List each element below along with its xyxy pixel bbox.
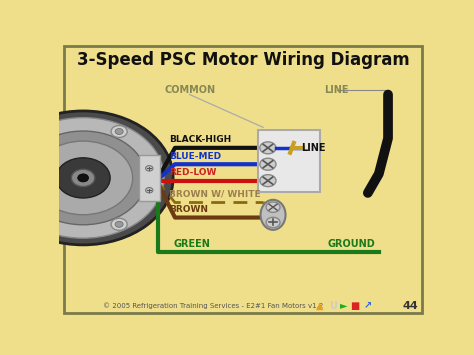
Circle shape [111, 218, 127, 230]
Text: GREEN: GREEN [173, 239, 210, 249]
Circle shape [34, 141, 133, 215]
Circle shape [39, 126, 55, 137]
Circle shape [56, 158, 110, 198]
Circle shape [146, 165, 153, 171]
Circle shape [260, 175, 276, 187]
Text: BROWN W/ WHITE: BROWN W/ WHITE [169, 190, 261, 199]
Text: GROUND: GROUND [328, 239, 375, 249]
Circle shape [78, 174, 89, 182]
Circle shape [0, 111, 173, 245]
Text: 3-Speed PSC Motor Wiring Diagram: 3-Speed PSC Motor Wiring Diagram [76, 51, 410, 69]
Circle shape [115, 129, 123, 135]
Text: U: U [329, 301, 337, 311]
Text: ↗: ↗ [364, 301, 372, 311]
Circle shape [20, 131, 146, 225]
FancyBboxPatch shape [139, 155, 160, 201]
Text: 44: 44 [402, 301, 418, 311]
Text: LINE: LINE [324, 86, 349, 95]
Circle shape [115, 221, 123, 227]
Text: ■: ■ [350, 301, 360, 311]
Circle shape [39, 218, 55, 230]
Circle shape [72, 169, 95, 187]
Circle shape [43, 129, 51, 135]
Text: © 2005 Refrigeration Training Services - E2#1 Fan Motors v1.2: © 2005 Refrigeration Training Services -… [103, 302, 324, 309]
Circle shape [260, 158, 276, 170]
Circle shape [146, 187, 153, 193]
Circle shape [266, 202, 280, 212]
Text: BLACK-HIGH: BLACK-HIGH [169, 135, 232, 144]
Text: RED-LOW: RED-LOW [169, 168, 217, 177]
Circle shape [260, 142, 276, 154]
Circle shape [2, 118, 164, 238]
Text: ►: ► [340, 301, 348, 311]
Text: BROWN: BROWN [169, 205, 209, 214]
Circle shape [111, 126, 127, 137]
Ellipse shape [261, 200, 285, 230]
Text: BLUE-MED: BLUE-MED [169, 152, 221, 160]
Bar [258, 130, 320, 192]
Circle shape [43, 221, 51, 227]
Text: LINE: LINE [301, 143, 326, 153]
Circle shape [266, 217, 280, 228]
Text: ▲: ▲ [316, 301, 324, 311]
Text: COMMON: COMMON [164, 86, 215, 95]
